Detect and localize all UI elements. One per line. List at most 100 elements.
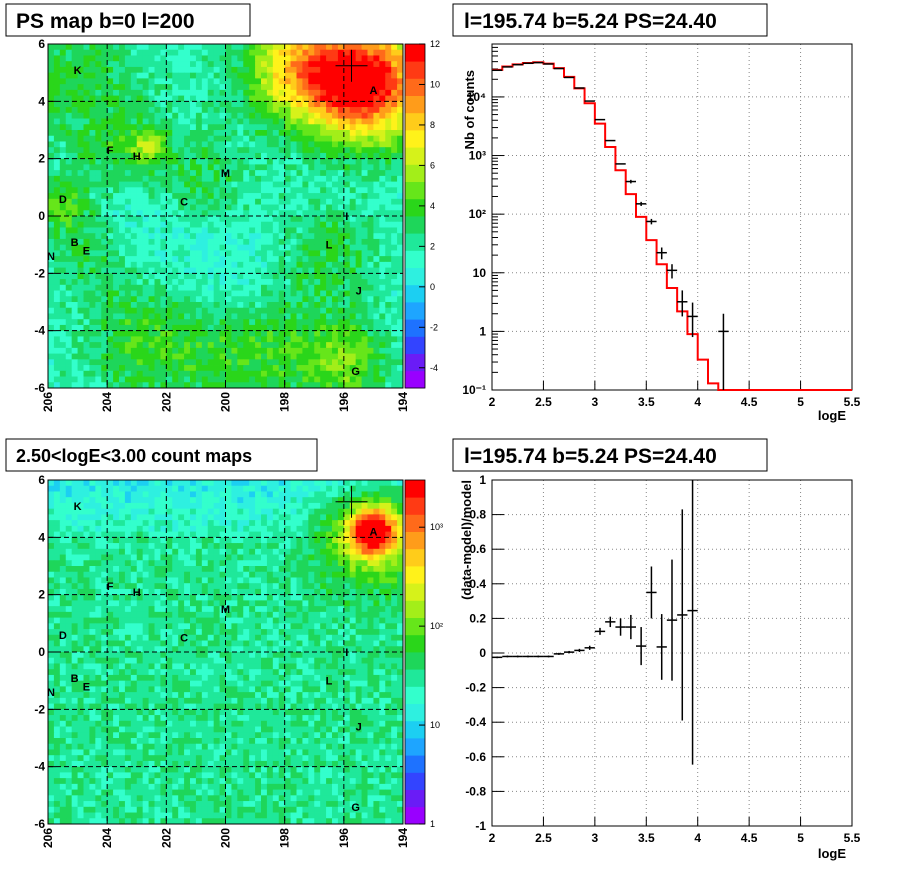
heatmap-cell: [361, 198, 368, 205]
heatmap-cell: [184, 210, 191, 217]
heatmap-cell: [53, 147, 61, 154]
heatmap-cell: [113, 95, 120, 102]
heatmap-cell: [231, 497, 238, 504]
heatmap-cell: [302, 525, 309, 532]
heatmap-cell: [237, 588, 244, 596]
heatmap-cell: [166, 250, 173, 257]
heatmap-cell: [130, 571, 138, 578]
heatmap-cell: [113, 152, 120, 160]
heatmap-cell: [213, 181, 220, 188]
heatmap-cell: [391, 353, 398, 360]
heatmap-cell: [195, 548, 203, 555]
heatmap-cell: [130, 210, 138, 217]
heatmap-cell: [231, 95, 238, 102]
heatmap-cell: [190, 502, 197, 510]
heatmap-cell: [231, 198, 238, 205]
heatmap-cell: [314, 525, 321, 532]
heatmap-cell: [302, 107, 309, 114]
heatmap-cell: [343, 353, 351, 360]
heatmap-cell: [184, 72, 191, 79]
heatmap-cell: [261, 221, 268, 228]
heatmap-cell: [231, 588, 238, 596]
heatmap-cell: [255, 525, 262, 532]
heatmap-cell: [391, 198, 398, 205]
heatmap-cell: [219, 336, 226, 343]
heatmap-cell: [65, 135, 73, 142]
heatmap-cell: [367, 491, 374, 498]
heatmap-cell: [249, 365, 256, 372]
heatmap-cell: [213, 382, 220, 389]
heatmap-cell: [343, 554, 351, 561]
heatmap-cell: [231, 336, 238, 343]
heatmap-cell: [160, 508, 167, 515]
heatmap-cell: [65, 181, 73, 188]
heatmap-cell: [343, 193, 351, 200]
source-label-A: A: [369, 85, 377, 97]
heatmap-cell: [130, 84, 138, 91]
heatmap-cell: [249, 227, 256, 234]
heatmap-cell: [119, 78, 126, 85]
heatmap-cell: [308, 284, 315, 291]
heatmap-cell: [231, 290, 238, 297]
heatmap-cell: [71, 221, 78, 228]
heatmap-cell: [219, 181, 226, 188]
heatmap-cell: [71, 531, 78, 538]
heatmap-cell: [195, 382, 203, 389]
heatmap-cell: [272, 141, 280, 148]
heatmap-cell: [332, 170, 339, 177]
heatmap-cell: [130, 187, 138, 194]
heatmap-cell: [320, 290, 327, 297]
heatmap-cell: [272, 307, 280, 314]
heatmap-cell: [178, 118, 185, 125]
heatmap-cell: [343, 118, 351, 125]
heatmap-cell: [83, 525, 90, 532]
heatmap-cell: [83, 66, 90, 74]
heatmap-cell: [343, 497, 351, 504]
heatmap-cell: [213, 107, 220, 114]
heatmap-cell: [261, 336, 268, 343]
heatmap-cell: [308, 112, 315, 119]
palette-tick-label: -2: [430, 322, 438, 332]
heatmap-cell: [119, 124, 126, 131]
heatmap-cell: [184, 78, 191, 85]
heatmap-cell: [343, 210, 351, 217]
heatmap-cell: [385, 227, 392, 234]
heatmap-cell: [136, 238, 144, 246]
heatmap-cell: [154, 588, 161, 596]
heatmap-cell: [255, 244, 262, 251]
heatmap-cell: [302, 204, 309, 211]
heatmap-cell: [237, 520, 244, 527]
heatmap-cell: [119, 238, 126, 246]
heatmap-cell: [225, 227, 232, 234]
heatmap-cell: [261, 365, 268, 372]
heatmap-cell: [95, 571, 102, 578]
heatmap-cell: [237, 313, 244, 320]
heatmap-cell: [243, 221, 250, 228]
heatmap-cell: [89, 124, 96, 131]
heatmap-cell: [195, 250, 203, 257]
heatmap-cell: [65, 290, 73, 297]
heatmap-cell: [101, 577, 108, 584]
heatmap-cell: [71, 514, 78, 521]
heatmap-cell: [332, 112, 339, 119]
heatmap-cell: [77, 193, 84, 200]
heatmap-cell: [266, 302, 274, 309]
heatmap-cell: [190, 525, 197, 532]
heatmap-cell: [178, 571, 185, 578]
heatmap-cell: [53, 66, 61, 74]
heatmap-cell: [367, 525, 374, 532]
heatmap-cell: [207, 78, 215, 85]
heatmap-cell: [113, 531, 120, 538]
heatmap-cell: [65, 537, 73, 544]
heatmap-cell: [308, 548, 315, 555]
heatmap-cell: [124, 216, 132, 223]
heatmap-cell: [53, 577, 61, 584]
heatmap-cell: [107, 164, 114, 171]
heatmap-cell: [261, 233, 268, 240]
heatmap-cell: [160, 130, 167, 137]
heatmap-cell: [148, 508, 155, 515]
heatmap-cell: [373, 525, 380, 532]
heatmap-cell: [53, 84, 61, 91]
heatmap-cell: [385, 342, 392, 349]
heatmap-cell: [154, 353, 161, 360]
